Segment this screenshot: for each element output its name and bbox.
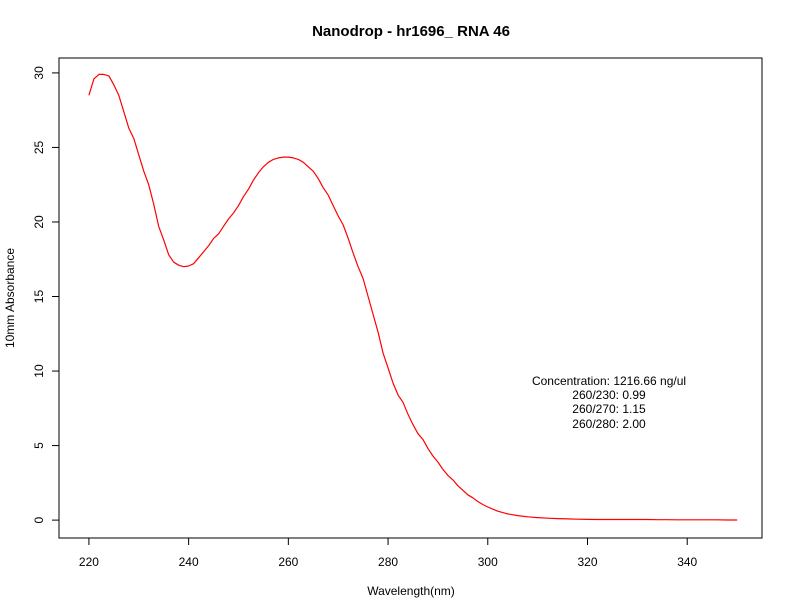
x-tick-label: 340 <box>677 555 697 569</box>
absorbance-series-line <box>88 73 738 521</box>
x-tick-label: 260 <box>278 555 298 569</box>
annotation-260-280: 260/280: 2.00 <box>572 417 646 431</box>
annotation-260-230: 260/230: 0.99 <box>572 388 646 402</box>
y-tick-label: 5 <box>32 442 46 449</box>
x-axis-label: Wavelength(nm) <box>367 584 455 598</box>
x-tick-label: 300 <box>478 555 498 569</box>
series-layer <box>88 73 738 521</box>
chart-title: Nanodrop - hr1696_ RNA 46 <box>312 23 510 40</box>
x-axis: 220 240 260 280 300 320 340 <box>79 538 698 569</box>
y-axis-label: 10mm Absorbance <box>3 248 17 348</box>
y-tick-label: 30 <box>32 66 46 80</box>
y-tick-label: 20 <box>32 215 46 229</box>
x-tick-label: 220 <box>79 555 99 569</box>
x-tick-label: 280 <box>378 555 398 569</box>
y-tick-label: 0 <box>32 516 46 523</box>
y-axis: 0 5 10 15 20 25 30 <box>32 66 59 523</box>
y-tick-label: 10 <box>32 364 46 378</box>
y-tick-label: 25 <box>32 140 46 154</box>
annotation-260-270: 260/270: 1.15 <box>572 402 646 416</box>
x-tick-label: 240 <box>179 555 199 569</box>
plot-frame <box>58 57 763 539</box>
x-tick-label: 320 <box>577 555 597 569</box>
y-tick-label: 15 <box>32 290 46 304</box>
annotation-block: Concentration: 1216.66 ng/ul 260/230: 0.… <box>532 374 686 431</box>
annotation-concentration: Concentration: 1216.66 ng/ul <box>532 374 686 388</box>
